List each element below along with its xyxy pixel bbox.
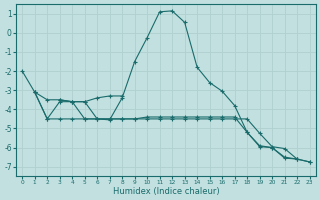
X-axis label: Humidex (Indice chaleur): Humidex (Indice chaleur) xyxy=(113,187,219,196)
